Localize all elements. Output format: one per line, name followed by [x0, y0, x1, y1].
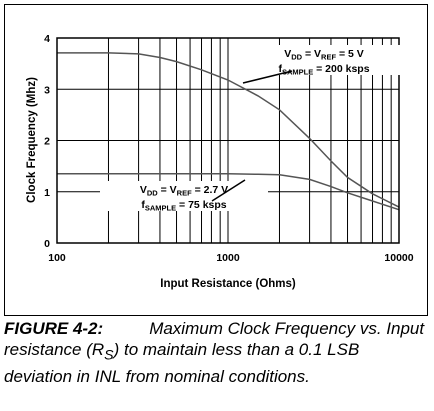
y-tick-label: 2	[44, 136, 50, 148]
annotation-leader-line	[211, 179, 246, 202]
plot-area-border	[56, 37, 400, 244]
x-tick-label: 100	[48, 252, 66, 264]
caption-text: Maximum Clock Frequency vs. Input resist…	[4, 319, 425, 359]
figure-caption: FIGURE 4-2: Maximum Clock Frequency vs. I…	[4, 318, 430, 387]
annotation-background	[240, 45, 408, 75]
annotation-sample-rate: fSAMPLE = 200 ksps	[278, 63, 369, 77]
series-line	[57, 173, 400, 211]
y-tick-label: 3	[44, 84, 50, 96]
x-axis-label: Input Resistance (Ohms)	[160, 278, 296, 290]
annotation-condition: VDD = VREF = 2.7 V	[140, 184, 228, 198]
y-tick-label: 1	[44, 187, 50, 199]
series-layer	[57, 52, 400, 211]
y-tick-label: 4	[44, 33, 50, 45]
annotation-background	[100, 181, 268, 211]
caption-subscript: S	[104, 347, 114, 364]
y-axis-label: Clock Frequency (Mhz)	[26, 77, 38, 203]
chart-frame	[4, 4, 428, 316]
annotation-leader-line	[242, 70, 293, 84]
annotation-condition: VDD = VREF = 5 V	[284, 48, 364, 62]
caption-text-end: ) to maintain less than a 0.1 LSB deviat…	[4, 340, 360, 387]
x-tick-label: 10000	[384, 252, 413, 264]
y-tick-label: 0	[44, 238, 50, 250]
annotation-sample-rate: fSAMPLE = 75 ksps	[141, 199, 226, 213]
plot-frame	[56, 37, 400, 244]
caption-label: FIGURE 4-2:	[4, 319, 104, 338]
series-line	[57, 52, 400, 208]
tick-labels: 0 1 2 3 4 100 1000 10000	[44, 33, 414, 264]
x-tick-label: 1000	[216, 252, 240, 264]
